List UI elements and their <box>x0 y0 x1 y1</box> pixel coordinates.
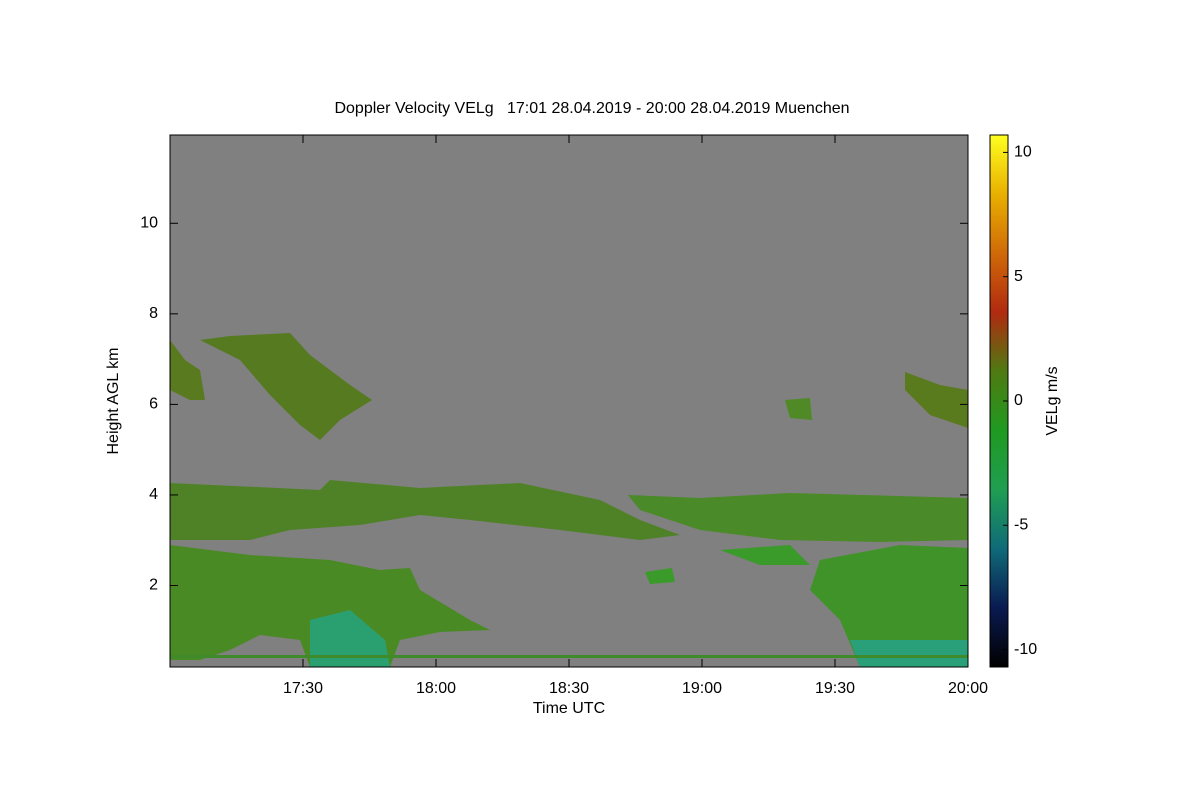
x-tick-label: 17:30 <box>283 680 323 697</box>
y-tick-label: 8 <box>149 305 158 322</box>
colorbar-tick-label: -10 <box>1014 641 1037 658</box>
cloud <box>720 545 810 565</box>
cloud <box>170 340 205 400</box>
cloud <box>645 568 675 584</box>
colorbar-tick-label: -5 <box>1014 517 1028 534</box>
cloud <box>628 493 968 542</box>
cloud <box>850 640 968 667</box>
colorbar-tick-label: 5 <box>1014 268 1023 285</box>
ground-clutter <box>170 655 968 658</box>
cloud <box>785 398 812 420</box>
y-tick-label: 6 <box>149 396 158 413</box>
x-tick-label: 18:30 <box>549 680 589 697</box>
y-tick-label: 2 <box>149 577 158 594</box>
echo-field <box>170 333 968 667</box>
x-tick-label: 20:00 <box>948 680 988 697</box>
cloud <box>310 610 390 667</box>
colorbar-tick-label: 0 <box>1014 392 1023 409</box>
cloud <box>200 333 372 440</box>
cloud <box>810 545 968 667</box>
colorbar-tick-label: 10 <box>1014 144 1032 161</box>
x-tick-label: 18:00 <box>416 680 456 697</box>
chart-title: Doppler Velocity VELg 17:01 28.04.2019 -… <box>334 100 849 117</box>
y-tick-label: 10 <box>140 215 158 232</box>
cloud <box>905 372 968 428</box>
y-axis-label: Height AGL km <box>105 347 122 454</box>
colorbar-label: VELg m/s <box>1044 366 1061 435</box>
y-tick-label: 4 <box>149 486 158 503</box>
x-tick-label: 19:00 <box>682 680 722 697</box>
x-axis-label: Time UTC <box>533 700 605 717</box>
cloud <box>170 480 680 540</box>
cloud <box>170 545 490 667</box>
x-tick-label: 19:30 <box>815 680 855 697</box>
